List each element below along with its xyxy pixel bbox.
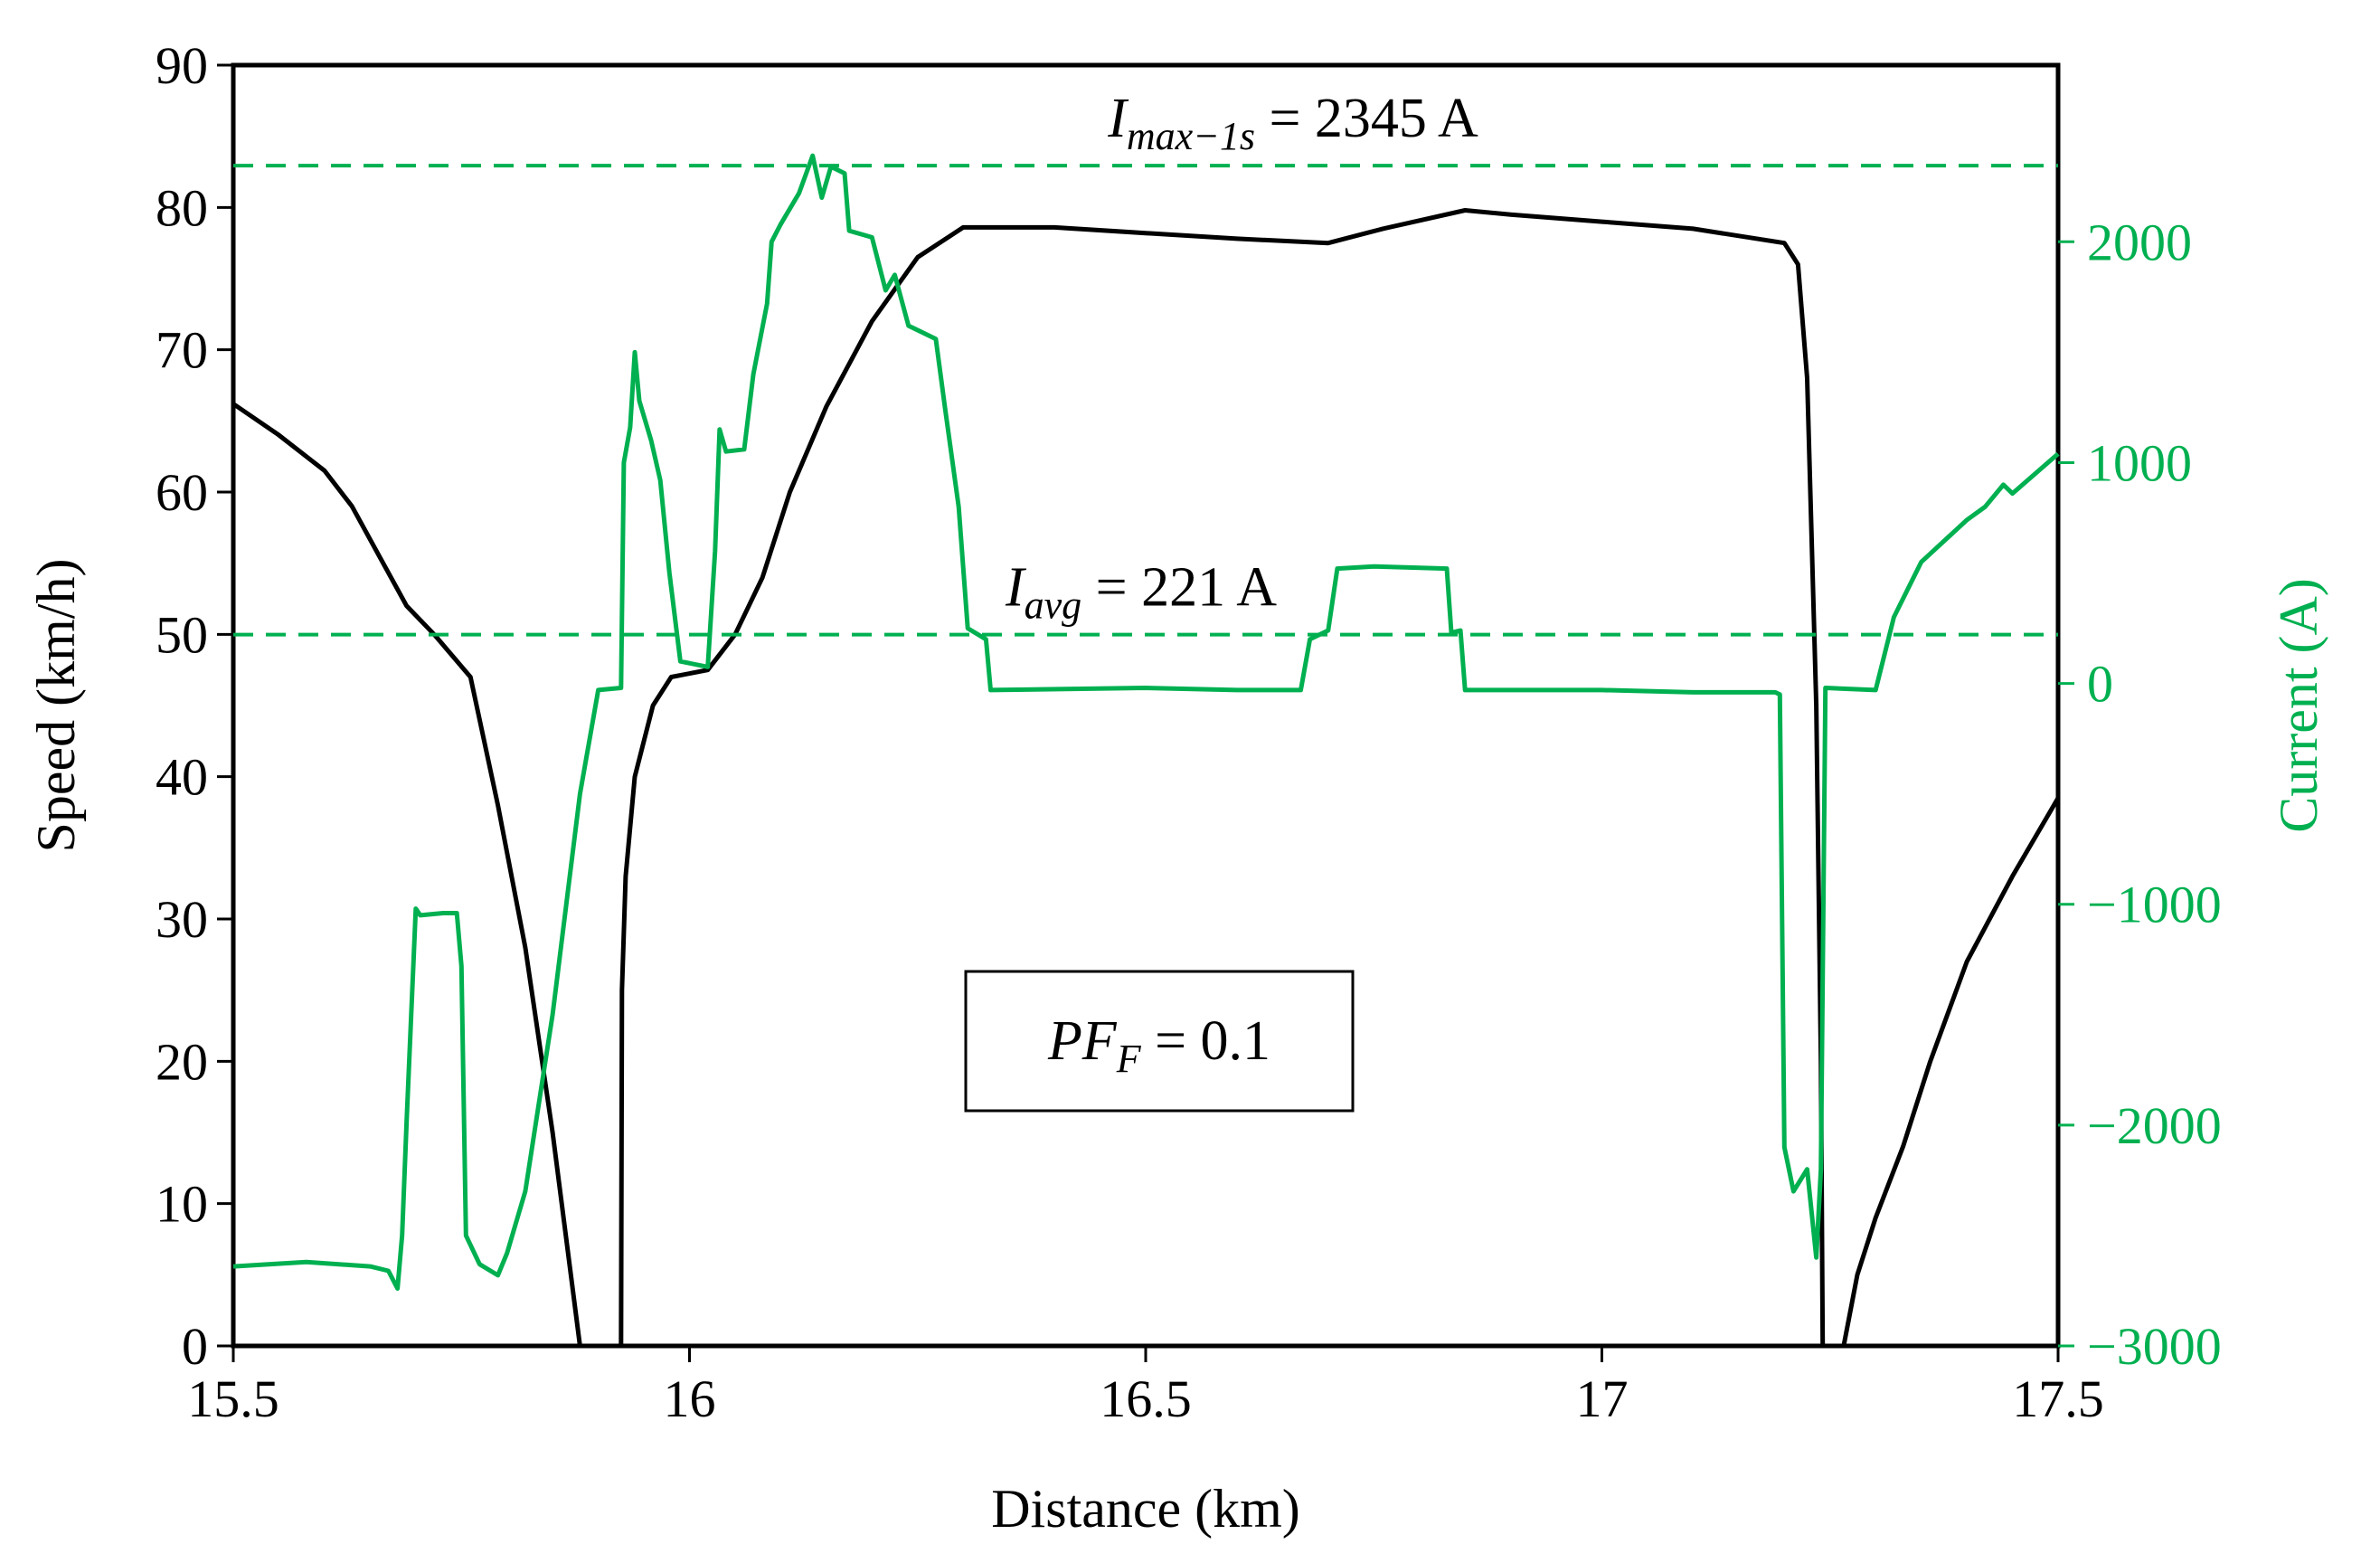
pf-symbol: PF bbox=[1047, 1010, 1118, 1072]
y-right-tick-label-0: −3000 bbox=[2087, 1317, 2222, 1376]
y-right-tick-label-3: 0 bbox=[2087, 655, 2113, 714]
y-left-tick-label-7: 70 bbox=[156, 321, 208, 380]
speed-series-line bbox=[231, 208, 2061, 1349]
y-left-tick-label-0: 0 bbox=[182, 1317, 208, 1376]
y-left-tick-label-6: 60 bbox=[156, 463, 208, 522]
y-right-tick-label-2: −1000 bbox=[2087, 876, 2222, 934]
x-tick-label-1: 16 bbox=[664, 1369, 716, 1428]
y-left-tick-label-3: 30 bbox=[156, 890, 208, 949]
pf-box bbox=[964, 970, 1355, 1113]
y-left-tick-label-4: 40 bbox=[156, 748, 208, 807]
iavg-annotation: Iavg = 221 A bbox=[1005, 557, 1277, 628]
x-axis-title: Distance (km) bbox=[991, 1479, 1300, 1539]
pf-value-text: = 0.1 bbox=[1141, 1010, 1270, 1072]
x-tick-label-3: 17 bbox=[1576, 1369, 1629, 1428]
y-right-tick-label-5: 2000 bbox=[2087, 213, 2192, 271]
y-left-tick-label-9: 90 bbox=[156, 36, 208, 95]
current-series-line bbox=[232, 153, 2060, 1291]
y-axis-left-title: Speed (km/h) bbox=[26, 559, 86, 853]
axis-ticks: 15.5 16 16.5 17 17.5 0 10 20 30 40 50 60 70 80 90 −3000… bbox=[156, 36, 2222, 1428]
y-left-tick-label-2: 20 bbox=[156, 1032, 208, 1091]
x-tick-label-2: 16.5 bbox=[1100, 1369, 1192, 1428]
x-tick-label-4: 17.5 bbox=[2012, 1369, 2104, 1428]
pf-annotation: PFF = 0.1 bbox=[1047, 1010, 1270, 1081]
imax-subscript: max−1s bbox=[1127, 114, 1255, 158]
imax-symbol: I bbox=[1107, 88, 1129, 149]
y-right-tick-label-1: −2000 bbox=[2087, 1096, 2222, 1155]
iavg-value-text: = 221 A bbox=[1081, 557, 1277, 619]
pf-subscript: F bbox=[1116, 1037, 1142, 1081]
y-left-tick-label-1: 10 bbox=[156, 1175, 208, 1234]
x-tick-label-0: 15.5 bbox=[187, 1369, 279, 1428]
y-left-tick-label-5: 50 bbox=[156, 605, 208, 664]
y-axis-right-title: Current (A) bbox=[2269, 578, 2328, 833]
y-right-tick-label-4: 1000 bbox=[2087, 433, 2192, 492]
annotations bbox=[233, 164, 2058, 637]
iavg-subscript: avg bbox=[1025, 583, 1082, 628]
iavg-symbol: I bbox=[1005, 557, 1027, 619]
series-group bbox=[231, 153, 2061, 1349]
imax-value-text: = 2345 A bbox=[1255, 88, 1478, 149]
imax-annotation: Imax−1s = 2345 A bbox=[1107, 88, 1478, 158]
y-left-tick-label-8: 80 bbox=[156, 178, 208, 237]
